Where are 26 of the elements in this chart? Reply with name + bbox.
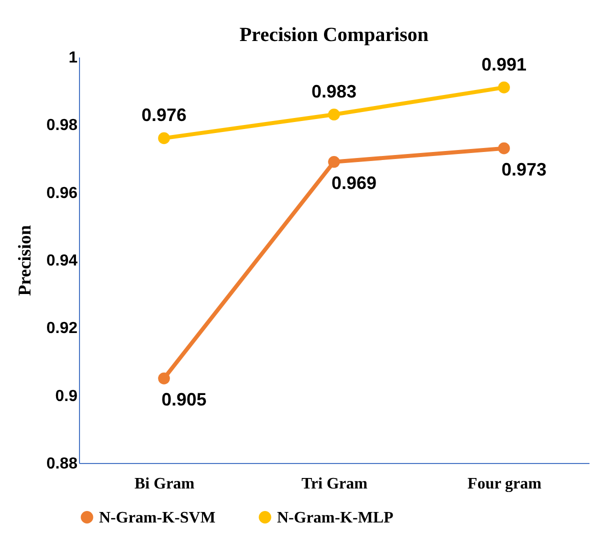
x-tick-label: Tri Gram	[302, 476, 368, 492]
point	[158, 132, 170, 144]
y-tick-label: 0.92	[46, 320, 78, 338]
x-tick-label: Four gram	[468, 476, 542, 492]
data-label: 0.905	[161, 389, 207, 410]
y-tick-label: 1	[68, 50, 78, 66]
y-tick-label: 0.94	[46, 252, 78, 270]
data-label: 0.991	[481, 54, 527, 74]
data-label: 0.983	[311, 82, 357, 102]
point	[328, 156, 340, 168]
x-tick-label: Bi Gram	[134, 476, 196, 492]
point	[158, 372, 170, 384]
data-label: 0.969	[331, 172, 377, 193]
y-tick-label: 0.88	[46, 456, 78, 472]
point	[498, 82, 510, 94]
data-label: 0.973	[501, 159, 547, 180]
y-tick-label: 0.96	[46, 184, 78, 202]
point	[328, 108, 340, 120]
legend-label: N-Gram-K-MLP	[277, 509, 394, 526]
data-label: 0.976	[141, 105, 187, 126]
chart-title: Precision Comparison	[239, 24, 429, 46]
point	[498, 142, 510, 154]
y-axis-title: Precision	[14, 225, 34, 296]
y-tick-label: 0.98	[46, 117, 78, 134]
y-tick-label: 0.9	[55, 388, 78, 405]
legend-label: N-Gram-K-SVM	[99, 509, 216, 526]
